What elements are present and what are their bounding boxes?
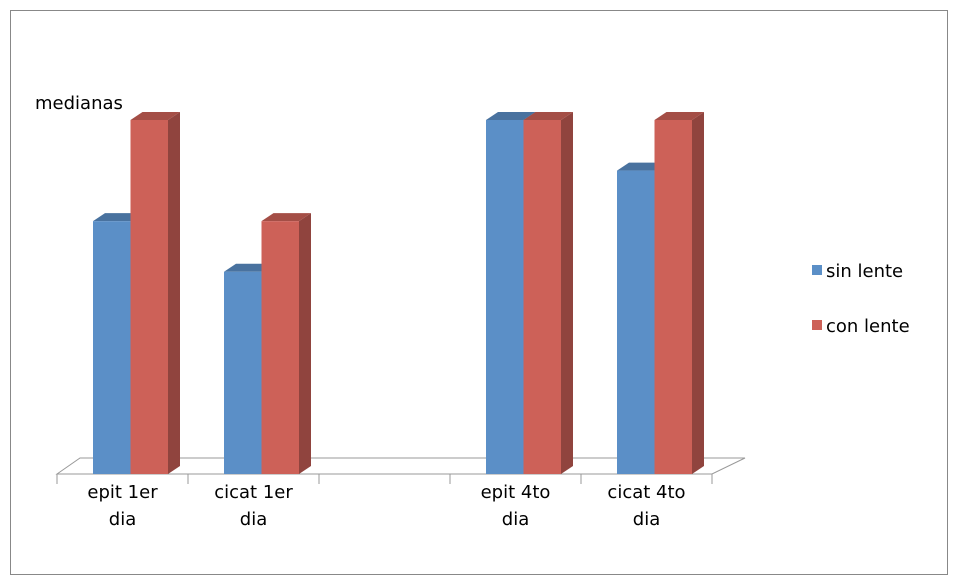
bar-top — [261, 213, 311, 222]
x-tick-label: cicat 4to dia — [607, 482, 686, 530]
bar — [93, 221, 131, 474]
legend-swatch — [812, 320, 822, 330]
bar — [654, 120, 692, 474]
bar-top — [224, 263, 274, 272]
bar — [130, 120, 168, 474]
x-tick-label: cicat 1er dia — [214, 482, 293, 530]
bar-side — [561, 112, 573, 474]
bar — [486, 120, 524, 474]
legend-label: con lente — [826, 316, 910, 337]
bar — [224, 271, 262, 474]
bar — [617, 170, 655, 475]
bar-side — [168, 112, 180, 474]
x-tick-label: epit 1er dia — [87, 482, 158, 530]
bar-side — [692, 112, 704, 474]
bar-top — [523, 112, 573, 120]
bar-side — [299, 213, 311, 474]
bar-top — [486, 112, 536, 120]
bar — [261, 221, 299, 474]
chart-title: medianas — [35, 93, 123, 114]
legend-label: sin lente — [826, 261, 903, 282]
x-tick-label: epit 4to dia — [480, 482, 551, 530]
legend-swatch — [812, 265, 822, 275]
bar-top — [617, 162, 667, 171]
bar — [523, 120, 561, 474]
bar-top — [130, 112, 180, 120]
bar-top — [654, 112, 704, 120]
bar-top — [93, 213, 143, 222]
